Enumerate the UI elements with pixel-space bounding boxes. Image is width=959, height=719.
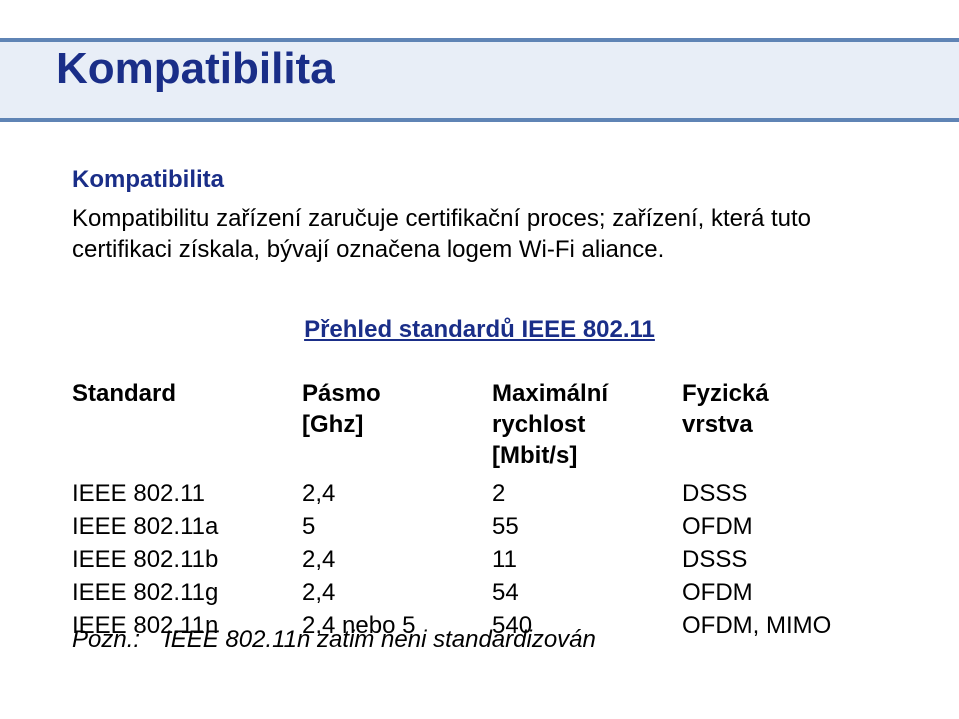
- table-row: IEEE 802.11a555OFDM: [72, 511, 892, 544]
- cell-layer: DSSS: [682, 544, 892, 577]
- slide-title: Kompatibilita: [56, 44, 335, 94]
- footnote-label: Pozn.:: [72, 626, 140, 653]
- cell-standard: IEEE 802.11g: [72, 577, 302, 610]
- cell-layer: OFDM: [682, 511, 892, 544]
- cell-band: 2,4: [302, 544, 492, 577]
- cell-standard: IEEE 802.11b: [72, 544, 302, 577]
- body-paragraph: Kompatibilitu zařízení zaručuje certifik…: [72, 204, 892, 265]
- slide: Kompatibilita Kompatibilita Kompatibilit…: [0, 0, 959, 719]
- cell-speed: 11: [492, 544, 682, 577]
- cell-standard: IEEE 802.11: [72, 478, 302, 511]
- cell-layer: DSSS: [682, 478, 892, 511]
- footnote: Pozn.: IEEE 802.11n zatim neni standardiz…: [72, 626, 596, 654]
- cell-speed: 55: [492, 511, 682, 544]
- cell-layer: OFDM, MIMO: [682, 610, 892, 643]
- section-subtitle: Kompatibilita: [72, 166, 224, 194]
- table-header-row: Standard Pásmo [Ghz] Maximální rychlost …: [72, 378, 892, 478]
- header-layer: Fyzická vrstva: [682, 378, 892, 478]
- cell-layer: OFDM: [682, 577, 892, 610]
- cell-band: 2,4: [302, 577, 492, 610]
- table-row: IEEE 802.11g2,454OFDM: [72, 577, 892, 610]
- footnote-text: IEEE 802.11n zatim neni standardizován: [164, 626, 596, 653]
- table-row: IEEE 802.11b2,411DSSS: [72, 544, 892, 577]
- table-title: Přehled standardů IEEE 802.11: [0, 316, 959, 344]
- header-band: Pásmo [Ghz]: [302, 378, 492, 478]
- cell-band: 2,4: [302, 478, 492, 511]
- table-row: IEEE 802.112,42DSSS: [72, 478, 892, 511]
- header-speed: Maximální rychlost [Mbit/s]: [492, 378, 682, 478]
- header-standard: Standard: [72, 378, 302, 478]
- cell-standard: IEEE 802.11a: [72, 511, 302, 544]
- standards-table: Standard Pásmo [Ghz] Maximální rychlost …: [72, 378, 892, 644]
- cell-band: 5: [302, 511, 492, 544]
- cell-speed: 54: [492, 577, 682, 610]
- cell-speed: 2: [492, 478, 682, 511]
